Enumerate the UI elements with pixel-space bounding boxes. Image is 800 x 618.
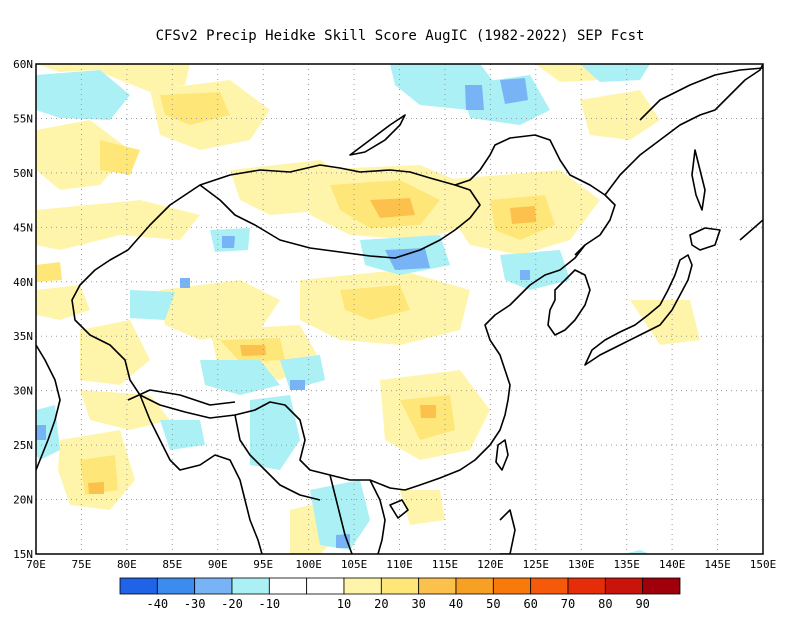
positive-skill-20-patches: [36, 92, 555, 495]
lat-tick-label: 35N: [13, 330, 33, 343]
colorbar: -40 -30 -20 -10 10 20 30 40 50 60 70 80 90: [119, 577, 681, 611]
india-coast: [36, 344, 61, 471]
lon-tick-label: 130E: [568, 558, 595, 571]
lon-tick-label: 105E: [341, 558, 368, 571]
vietnam-coast: [369, 479, 386, 554]
lon-tick-label: 110E: [386, 558, 413, 571]
lat-tick-label: 40N: [13, 276, 33, 289]
colorbar-swatch: [567, 577, 606, 595]
kamchatka-hint: [739, 219, 763, 241]
colorbar-swatch: [530, 577, 569, 595]
colorbar-label: -30: [184, 597, 206, 611]
lat-tick-label: 45N: [13, 221, 33, 234]
lon-tick-label: 75E: [72, 558, 92, 571]
china-southwest-border: [71, 249, 406, 491]
lat-tick-label: 20N: [13, 494, 33, 507]
russia-far-east-coast: [604, 64, 763, 196]
colorbar-swatch: [268, 577, 308, 595]
colorbar-swatch: [119, 577, 158, 595]
lat-tick-label: 30N: [13, 385, 33, 398]
colorbar-swatch: [492, 577, 532, 595]
lat-tick-label: 25N: [13, 439, 33, 452]
lat-tick-label: 15N: [13, 548, 33, 561]
lon-tick-label: 150E: [750, 558, 777, 571]
colorbar-label: 40: [449, 597, 463, 611]
lat-tick-label: 50N: [13, 167, 33, 180]
colorbar-swatch: [418, 577, 457, 595]
longitude-labels: 70E 75E 80E 85E 90E 95E 100E 105E 110E 115E 120E 12…: [26, 558, 776, 571]
lon-tick-label: 135E: [613, 558, 640, 571]
lon-tick-label: 80E: [117, 558, 137, 571]
lon-tick-label: 125E: [523, 558, 550, 571]
colorbar-swatch: [343, 577, 382, 595]
indochina-coast: [329, 474, 353, 554]
china-east-coast: [404, 244, 586, 491]
lon-tick-label: 140E: [659, 558, 686, 571]
hokkaido-coast: [689, 227, 721, 251]
colorbar-swatch: [156, 577, 196, 595]
colorbar-label: 50: [486, 597, 500, 611]
lon-tick-label: 120E: [477, 558, 504, 571]
colorbar-swatch: [604, 577, 644, 595]
bay-of-bengal-coast: [139, 394, 263, 554]
korea-coast: [547, 269, 591, 336]
latitude-labels: 60N 55N 50N 45N 40N 35N 30N 25N 20N 15N: [13, 58, 33, 561]
colorbar-label: 90: [635, 597, 649, 611]
sakhalin-coast: [691, 149, 706, 211]
colorbar-label: 60: [523, 597, 537, 611]
colorbar-swatch: [455, 577, 494, 595]
colorbar-swatch: [380, 577, 420, 595]
lon-tick-label: 145E: [704, 558, 731, 571]
sea-of-okhotsk-coast: [639, 67, 763, 121]
colorbar-label: 80: [598, 597, 612, 611]
lon-tick-label: 100E: [295, 558, 322, 571]
colorbar-swatch: [231, 577, 270, 595]
lat-tick-label: 55N: [13, 112, 33, 125]
lake-baikal: [349, 114, 406, 156]
mongolia-southern-border: [199, 184, 481, 259]
lon-tick-label: 95E: [253, 558, 273, 571]
colorbar-swatch: [194, 577, 233, 595]
positive-skill-30-patches: [88, 198, 536, 494]
myanmar-boundary: [234, 414, 321, 501]
colorbar-label: 20: [374, 597, 388, 611]
coastlines-borders: [36, 64, 763, 554]
colorbar-label: 30: [411, 597, 425, 611]
taiwan-coast: [495, 439, 509, 471]
colorbar-label: 10: [337, 597, 351, 611]
colorbar-label: 70: [561, 597, 575, 611]
map-frame: [35, 63, 764, 555]
shading-layer: [36, 64, 700, 554]
negative-skill-20-patches: [36, 78, 530, 548]
colorbar-label: -20: [221, 597, 243, 611]
tibet-boundary: [127, 389, 236, 406]
philippines-coast: [499, 509, 516, 554]
colorbar-label: -40: [146, 597, 168, 611]
lon-tick-label: 70E: [26, 558, 46, 571]
lon-tick-label: 90E: [208, 558, 228, 571]
japan-coast: [584, 254, 693, 366]
colorbar-swatch: [306, 577, 345, 595]
colorbar-label: -10: [258, 597, 280, 611]
lat-tick-label: 60N: [13, 58, 33, 71]
hainan-coast: [389, 499, 409, 519]
map-title: CFSv2 Precip Heidke Skill Score AugIC (1…: [155, 28, 645, 44]
lon-tick-label: 115E: [432, 558, 459, 571]
northern-border: [127, 134, 616, 256]
colorbar-swatch: [642, 577, 681, 595]
lon-tick-label: 85E: [162, 558, 182, 571]
